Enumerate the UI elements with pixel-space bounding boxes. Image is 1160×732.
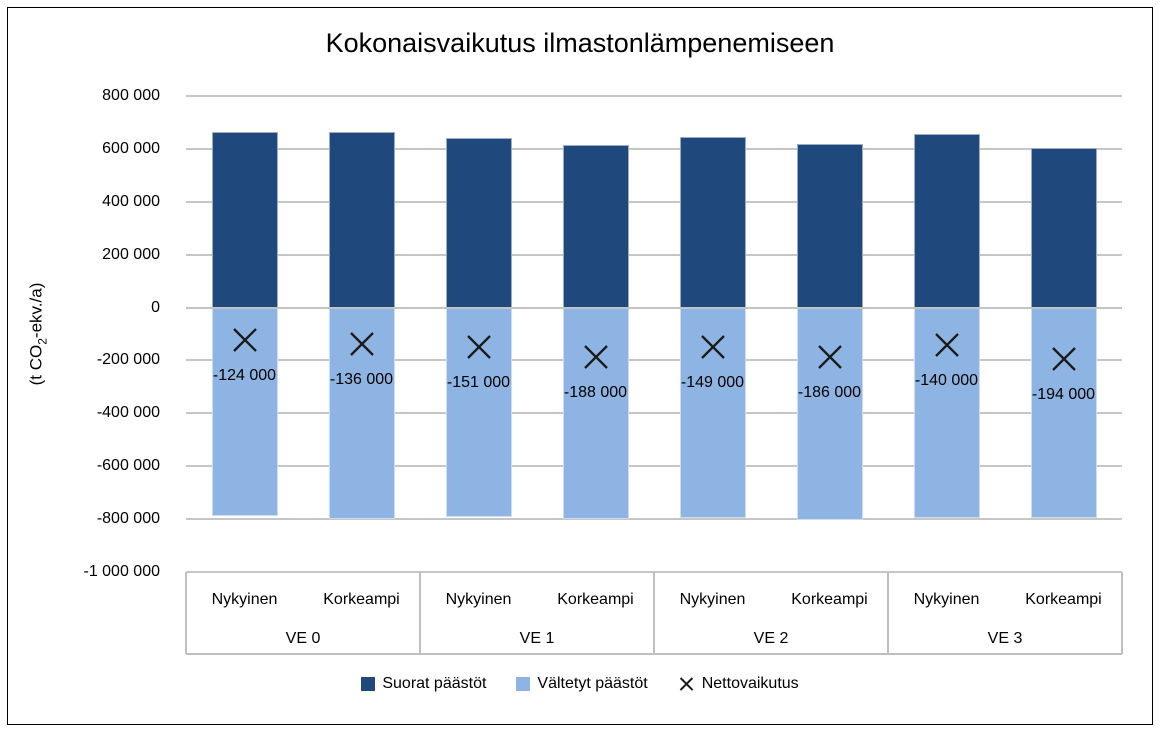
gridline [186, 200, 1122, 203]
y-tick-label: 200 000 [102, 245, 160, 263]
bar-valtetyt-paastot [796, 307, 863, 520]
gridline [186, 518, 1122, 521]
net-data-label: -140 000 [914, 371, 979, 389]
y-tick-label: -200 000 [96, 351, 160, 369]
net-data-label: -124 000 [212, 367, 277, 385]
gridline [186, 465, 1122, 468]
net-data-label: -136 000 [329, 370, 394, 388]
subcategory-label: Nykyinen [211, 591, 278, 608]
subcategory-label: Nykyinen [445, 591, 512, 608]
bar-valtetyt-paastot [679, 307, 746, 518]
subcategory-label: Nykyinen [913, 591, 980, 608]
table-divider [653, 572, 655, 654]
net-data-label: -194 000 [1031, 385, 1096, 403]
table-divider [419, 572, 421, 654]
legend-label-suorat-paastot: Suorat päästöt [382, 675, 487, 692]
net-marker-icon [700, 334, 726, 365]
net-marker-icon [1051, 346, 1077, 377]
bar-suorat-paastot [679, 136, 746, 308]
y-tick-label: -1 000 000 [83, 563, 160, 580]
table-bottom-line [186, 653, 1122, 655]
y-tick-label: -600 000 [96, 457, 160, 475]
group-label: VE 3 [987, 630, 1023, 647]
bar-valtetyt-paastot [1030, 307, 1097, 519]
subcategory-label: Korkeampi [323, 591, 400, 608]
legend-item-suorat-paastot: Suorat päästöt [361, 675, 486, 693]
bar-valtetyt-paastot [562, 307, 629, 520]
subcategory-label: Korkeampi [1025, 591, 1102, 608]
chart-border [7, 7, 1153, 725]
net-marker-icon [583, 344, 609, 375]
legend-label-valtetyt-paastot: Vältetyt päästöt [537, 675, 648, 692]
bar-suorat-paastot [1030, 148, 1097, 308]
y-tick-label: 400 000 [102, 192, 160, 210]
bar-suorat-paastot [211, 131, 278, 308]
group-label: VE 1 [519, 630, 555, 647]
suorat-paastot-swatch-icon [361, 677, 376, 691]
bar-suorat-paastot [913, 134, 980, 308]
gridline [186, 253, 1122, 256]
net-marker-icon [934, 332, 960, 363]
gridline [186, 412, 1122, 415]
bar-suorat-paastot [796, 144, 863, 308]
bar-suorat-paastot [445, 138, 512, 308]
bar-valtetyt-paastot [211, 307, 278, 517]
y-tick-label: 800 000 [102, 87, 160, 104]
y-tick-label: -400 000 [96, 404, 160, 422]
y-tick-label: -800 000 [96, 510, 160, 528]
y-tick-label: 600 000 [102, 139, 160, 157]
table-divider [1121, 572, 1123, 654]
legend: Suorat päästöt Vältetyt päästöt Nettovai… [0, 675, 1160, 693]
group-label: VE 0 [285, 630, 321, 647]
bar-suorat-paastot [328, 132, 395, 308]
net-marker-icon [232, 327, 258, 358]
net-marker-icon [817, 344, 843, 375]
chart-title: Kokonaisvaikutus ilmastonlämpenemiseen [325, 28, 835, 58]
y-axis-title-subscript: 2 [35, 338, 50, 345]
y-tick-label: 0 [151, 298, 160, 316]
net-data-label: -186 000 [797, 383, 862, 401]
subcategory-label: Nykyinen [679, 591, 746, 608]
net-marker-icon [466, 334, 492, 365]
x-marker-icon [678, 676, 695, 693]
table-divider [185, 572, 187, 654]
net-data-label: -151 000 [446, 374, 511, 392]
net-data-label: -149 000 [680, 373, 745, 391]
bar-valtetyt-paastot [913, 307, 980, 519]
subcategory-label: Korkeampi [791, 591, 868, 608]
bar-valtetyt-paastot [328, 307, 395, 519]
legend-label-nettovaikutus: Nettovaikutus [701, 675, 799, 692]
gridline [186, 147, 1122, 150]
gridline [186, 359, 1122, 362]
valtetyt-paastot-swatch-icon [516, 677, 531, 691]
zero-axis-line [186, 306, 1122, 309]
gridline [186, 95, 1122, 97]
net-marker-icon [349, 331, 375, 362]
table-divider [887, 572, 889, 654]
legend-item-valtetyt-paastot: Vältetyt päästöt [516, 675, 648, 693]
group-label: VE 2 [753, 630, 789, 647]
legend-item-nettovaikutus: Nettovaikutus [678, 675, 799, 693]
net-data-label: -188 000 [563, 384, 628, 402]
subcategory-label: Korkeampi [557, 591, 634, 608]
bar-suorat-paastot [562, 145, 629, 308]
